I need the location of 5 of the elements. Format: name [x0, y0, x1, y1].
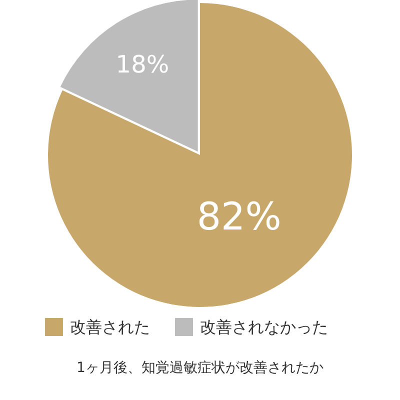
text: 1ヶ月後、知覚過敏症状が改善されたか	[76, 359, 324, 376]
legend-label: 改善されなかった	[200, 318, 328, 336]
data-label: 82%	[196, 194, 282, 239]
legend-label: 改善された	[70, 318, 150, 336]
data-label: 18%	[116, 50, 170, 78]
